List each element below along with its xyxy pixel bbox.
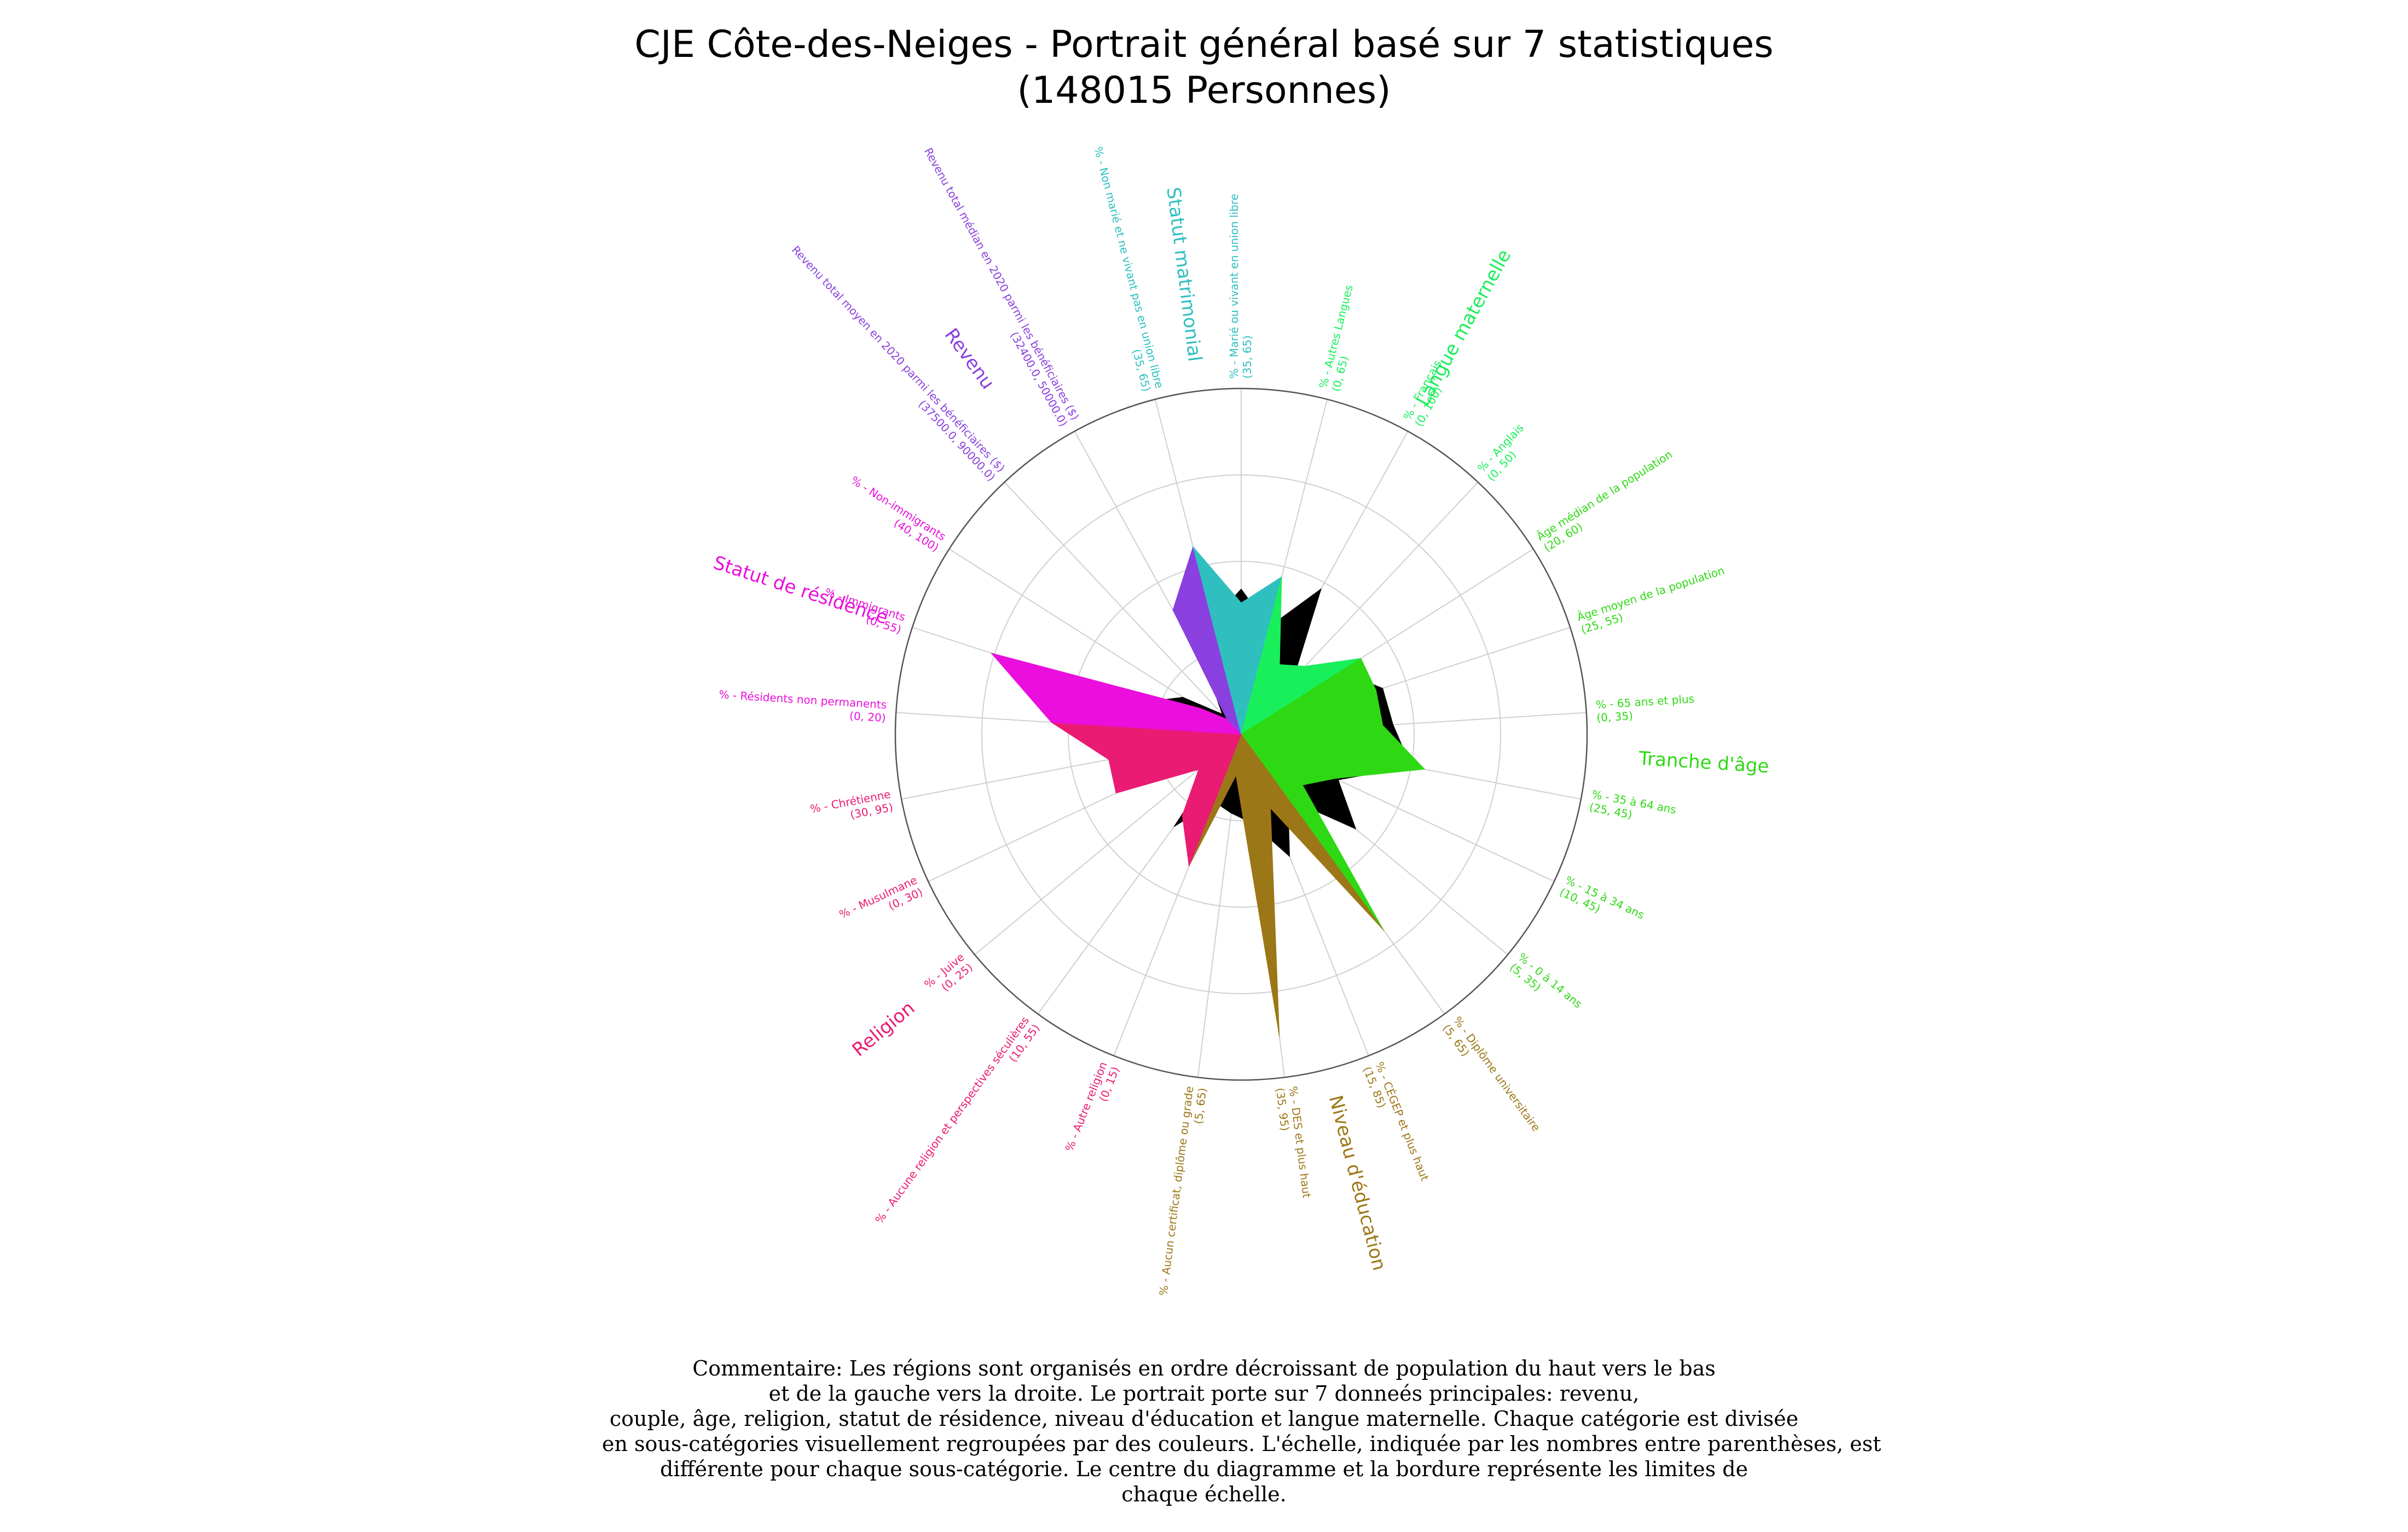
axis-label: % - Résidents non permanents(0, 20) [717, 688, 887, 724]
category-label: Statut matrimonial [1162, 186, 1206, 363]
axis-label-range: (0, 20) [849, 709, 886, 724]
axis-label: Revenu total médian en 2020 parmi les bé… [910, 146, 1082, 429]
axis-label-text: Âge moyen de la population(25, 55) [1575, 564, 1730, 636]
axis-label-name: % - Aucune religion et perspectives sécu… [872, 1014, 1032, 1226]
commentary-text: Commentaire: Les régions sont organisés … [602, 1356, 1882, 1507]
category-label: Revenu [940, 324, 999, 393]
axis-label-name: % - DES et plus haut [1286, 1086, 1313, 1199]
commentary-line: chaque échelle. [1121, 1482, 1287, 1506]
axis-label-text: % - CÉGEP et plus haut(15, 85) [1361, 1060, 1432, 1187]
axis-label: % - Non-immigrants(40, 100) [842, 473, 948, 554]
axis-label: % - Non marié et ne vivant pas en union … [1079, 146, 1166, 393]
axis-label: % - Anglais(0, 50) [1475, 421, 1536, 484]
axis-label-text: % - Résidents non permanents(0, 20) [717, 688, 887, 724]
axis-label: % - Autre religion(0, 15) [1062, 1060, 1122, 1158]
axis-label-name: % - Autre religion [1062, 1060, 1109, 1153]
axis-label: % - CÉGEP et plus haut(15, 85) [1361, 1060, 1432, 1187]
category-label: Langue maternelle [1412, 246, 1515, 410]
axis-label: % - Diplôme universitaire(5, 65) [1440, 1014, 1543, 1141]
commentary-line: en sous-catégories visuellement regroupé… [602, 1432, 1882, 1456]
data-series [991, 546, 1425, 1037]
axis-label-name: Revenu total médian en 2020 parmi les bé… [922, 146, 1082, 422]
axis-label: % - Aucune religion et perspectives sécu… [872, 1014, 1042, 1234]
axis-label: % - 0 à 14 ans(5, 35) [1507, 950, 1584, 1021]
category-label: Statut de résidence [710, 552, 890, 629]
chart-title-line-1: CJE Côte-des-Neiges - Portrait général b… [634, 23, 1774, 66]
grid-spoke [974, 734, 1242, 955]
axis-label-text: Revenu total médian en 2020 parmi les bé… [910, 146, 1082, 429]
axis-label-name: % - Marié ou vivant en union libre [1228, 194, 1241, 379]
axis-label: % - 15 à 34 ans(10, 45) [1558, 873, 1646, 933]
outer-border [894, 387, 1588, 1081]
axis-label-text: % - Diplôme universitaire(5, 65) [1440, 1014, 1543, 1141]
axis-label-text: % - Aucun certificat, diplôme ou grade(5… [1156, 1086, 1209, 1298]
axis-label-text: % - DES et plus haut(35, 95) [1274, 1086, 1313, 1200]
axis-label: Âge médian de la population(20, 60) [1534, 448, 1681, 554]
axis-label-text: % - 65 ans et plus(0, 35) [1595, 692, 1695, 724]
axis-label-text: % - 15 à 34 ans(10, 45) [1558, 873, 1646, 933]
data-wedge [1193, 546, 1242, 735]
category-label: Tranche d'âge [1637, 747, 1769, 777]
axis-label-name: % - Non-immigrants [849, 473, 948, 543]
axis-label: % - Musulmane(0, 30) [837, 873, 925, 933]
chart-title-line-2: (148015 Personnes) [1017, 69, 1391, 112]
axis-label: % - Autres Langues(0, 65) [1316, 283, 1368, 393]
axis-label: % - 35 à 64 ans(25, 45) [1588, 787, 1677, 829]
axis-label-range: (35, 65) [1241, 335, 1254, 379]
axis-label-name: Âge médian de la population [1534, 448, 1674, 543]
axis-label-text: % - 0 à 14 ans(5, 35) [1507, 950, 1584, 1021]
axis-label-range: (0, 35) [1596, 709, 1634, 724]
axis-label-text: % - 35 à 64 ans(25, 45) [1588, 787, 1677, 829]
commentary-line: différente pour chaque sous-catégorie. L… [660, 1457, 1748, 1481]
grid-spoke [1004, 481, 1242, 735]
axis-label-name: % - Résidents non permanents [719, 688, 887, 711]
axis-label: % - Aucun certificat, diplôme ou grade(5… [1156, 1086, 1209, 1298]
axis-label-text: % - Musulmane(0, 30) [837, 873, 925, 933]
axis-label-name: % - CÉGEP et plus haut [1373, 1060, 1432, 1182]
commentary-line: et de la gauche vers la droite. Le portr… [768, 1382, 1640, 1406]
axis-label-text: % - Non-immigrants(40, 100) [842, 473, 948, 554]
category-label: Religion [848, 997, 919, 1061]
axis-label-text: % - Chrétienne(30, 95) [809, 787, 894, 828]
axis-label-text: % - Autre religion(0, 15) [1062, 1060, 1122, 1158]
axis-label: % - Marié ou vivant en union libre(35, 6… [1228, 194, 1254, 379]
axis-label: % - DES et plus haut(35, 95) [1274, 1086, 1313, 1200]
axis-label: % - 65 ans et plus(0, 35) [1595, 692, 1695, 724]
axis-label-name: % - 65 ans et plus [1595, 692, 1694, 711]
category-label: Niveau d'éducation [1324, 1093, 1391, 1273]
axis-label-text: % - Aucune religion et perspectives sécu… [872, 1014, 1042, 1234]
axis-label-text: % - Marié ou vivant en union libre(35, 6… [1228, 194, 1254, 379]
axis-label-name: % - Non marié et ne vivant pas en union … [1091, 146, 1166, 390]
commentary-line: couple, âge, religion, statut de résiden… [609, 1407, 1799, 1431]
commentary-line: Commentaire: Les régions sont organisés … [692, 1356, 1716, 1380]
axis-label-text: % - Juive(0, 25) [922, 950, 975, 1001]
axis-label-text: Âge médian de la population(20, 60) [1534, 448, 1681, 554]
axis-label-text: % - Anglais(0, 50) [1475, 421, 1536, 484]
axis-label-text: % - Non marié et ne vivant pas en union … [1079, 146, 1166, 393]
axis-label-name: % - Aucun certificat, diplôme ou grade [1156, 1086, 1196, 1297]
axis-label-range: (37500.0, 90000.0) [916, 397, 998, 484]
axis-label-name: Âge moyen de la population [1575, 564, 1726, 624]
axis-label: % - Chrétienne(30, 95) [809, 787, 894, 828]
axis-label: % - Juive(0, 25) [922, 950, 975, 1001]
axis-label-text: % - Autres Langues(0, 65) [1316, 283, 1368, 393]
axis-label-name: % - Diplôme universitaire [1451, 1014, 1543, 1134]
axis-label: Âge moyen de la population(25, 55) [1575, 564, 1730, 636]
